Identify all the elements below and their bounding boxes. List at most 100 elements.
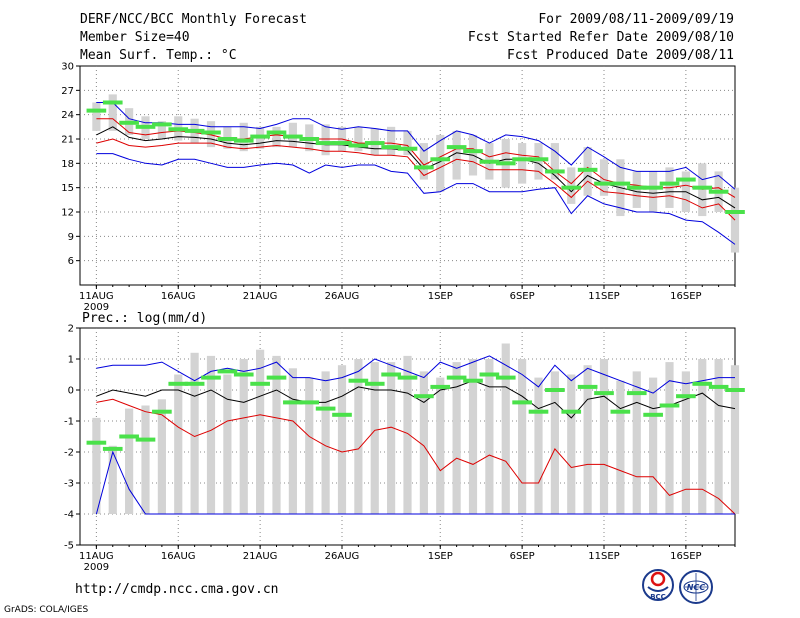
y-tick-label: 9 [68, 232, 74, 243]
observed-marker [184, 381, 205, 386]
observed-marker [512, 157, 532, 162]
spread-box [698, 359, 707, 514]
observed-marker [446, 375, 467, 380]
observed-marker [135, 437, 156, 442]
observed-marker [463, 378, 483, 383]
observed-marker [610, 181, 631, 186]
spread-box [632, 371, 641, 514]
y-tick-label: 2 [68, 324, 74, 335]
bcc-logo-text: BCC [650, 593, 666, 601]
observed-marker [446, 145, 467, 150]
spread-box [534, 143, 543, 180]
ncc-logo-icon: NCC [679, 570, 713, 604]
observed-marker [348, 378, 369, 383]
spread-box [714, 359, 723, 514]
observed-marker [643, 185, 663, 190]
series-line-ensemble-mean [96, 126, 736, 209]
temperature-panel: 30 27 24 21 18 15 12 9 6 11AUG 16AUG 21AUG 26AUG 1SEP… [61, 62, 745, 313]
observed-marker [414, 165, 434, 170]
observed-marker [708, 189, 729, 194]
observed-marker [463, 149, 483, 154]
spread-box [92, 102, 101, 131]
spread-box [157, 399, 166, 514]
x-tick-label: 6SEP [510, 291, 535, 302]
observed-marker [217, 369, 238, 374]
spread-box [452, 362, 461, 514]
observed-marker [676, 394, 696, 399]
x-tick-label: 1SEP [428, 291, 453, 302]
spread-box [190, 352, 199, 514]
observed-marker [725, 210, 745, 214]
x-tick-label: 11SEP [588, 551, 619, 562]
spread-box [92, 417, 101, 514]
source-url[interactable]: http://cmdp.ncc.cma.gov.cn [75, 582, 279, 597]
observed-marker [299, 400, 320, 405]
spread-box [157, 121, 166, 139]
observed-marker [135, 124, 156, 129]
spread-box [583, 365, 592, 514]
observed-marker [479, 372, 500, 377]
observed-marker [512, 400, 532, 405]
observed-marker [495, 161, 516, 166]
forecast-started: Fcst Started Refer Date 2009/08/10 [467, 30, 734, 45]
observed-marker [381, 145, 401, 150]
year-label: 2009 [84, 562, 109, 573]
spread-box [321, 371, 330, 514]
spread-box [239, 122, 248, 152]
spread-box [223, 374, 232, 514]
spread-box [288, 368, 297, 514]
x-tick-label: 11AUG [79, 291, 114, 302]
y-tick-label: -4 [64, 510, 74, 521]
x-tick-label: 1SEP [428, 551, 453, 562]
observed-marker [676, 177, 696, 182]
spread-box [354, 359, 363, 514]
member-size: Member Size=40 [80, 30, 190, 45]
observed-marker [315, 406, 336, 411]
observed-marker [283, 134, 303, 139]
observed-marker [332, 412, 352, 417]
year-label: 2009 [84, 302, 109, 313]
observed-marker [561, 409, 582, 414]
x-tick-label: 11SEP [588, 291, 619, 302]
y-tick-label: -1 [64, 417, 74, 428]
observed-marker [233, 372, 254, 377]
spread-box [387, 362, 396, 514]
spread-box [108, 94, 117, 131]
observed-marker [299, 137, 320, 141]
spread-box [649, 171, 658, 212]
spread-box [681, 371, 690, 514]
spread-box [403, 355, 412, 514]
spread-box [730, 187, 740, 253]
spread-box [305, 377, 314, 514]
observed-marker [217, 137, 238, 141]
observed-marker [561, 185, 582, 190]
observed-marker [692, 381, 713, 386]
spread-box [370, 362, 379, 514]
spread-box [403, 130, 412, 156]
spread-box [239, 359, 248, 514]
x-tick-label: 21AUG [243, 551, 278, 562]
x-tick-label: 11AUG [79, 551, 114, 562]
observed-marker [610, 409, 631, 414]
observed-marker [708, 384, 729, 389]
observed-marker [102, 100, 123, 105]
observed-marker [725, 388, 745, 392]
variable-label: Mean Surf. Temp.: °C [80, 48, 237, 63]
y-tick-label: 12 [61, 208, 74, 219]
spread-box [436, 377, 445, 514]
spread-box [468, 359, 478, 514]
observed-marker [545, 388, 565, 392]
observed-marker [594, 391, 614, 396]
spread-box [534, 377, 543, 514]
series-line-outer-lower [95, 450, 735, 515]
logos: BCC NCC [642, 569, 713, 604]
grads-credit: GrADS: COLA/IGES [4, 605, 89, 615]
observed-marker [577, 384, 598, 389]
observed-marker [479, 159, 500, 164]
observed-marker [659, 403, 680, 408]
spread-box [436, 134, 445, 192]
y-tick-label: -2 [64, 448, 74, 459]
x-tick-label: 6SEP [510, 551, 535, 562]
spread-box [567, 374, 576, 514]
y-tick-label: -5 [64, 541, 74, 552]
